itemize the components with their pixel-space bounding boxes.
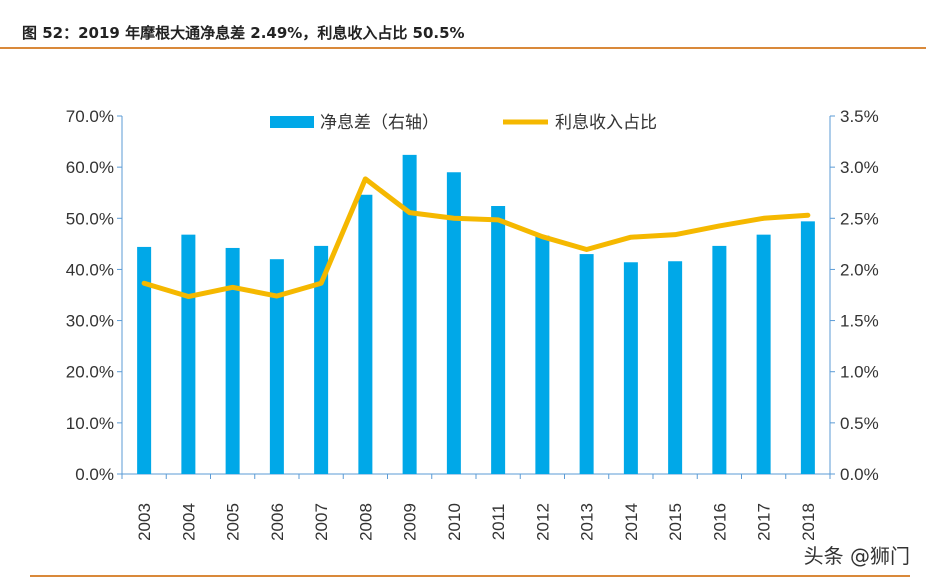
left-tick-label: 10.0% bbox=[66, 414, 114, 433]
x-tick-label: 2005 bbox=[224, 503, 243, 541]
legend-line-label: 利息收入占比 bbox=[555, 113, 657, 132]
watermark: 头条 @狮门 bbox=[803, 544, 910, 568]
x-tick-label: 2017 bbox=[755, 503, 774, 541]
right-tick-label: 3.5% bbox=[840, 107, 879, 126]
x-tick-label: 2007 bbox=[312, 503, 331, 541]
bar-2018 bbox=[800, 221, 815, 474]
x-tick-label: 2012 bbox=[533, 503, 552, 541]
bottom-divider bbox=[30, 575, 910, 577]
legend-bar-swatch bbox=[270, 116, 314, 128]
x-tick-label: 2016 bbox=[710, 503, 729, 541]
bar-2012 bbox=[535, 235, 550, 474]
bar-2010 bbox=[446, 172, 461, 474]
right-tick-label: 0.5% bbox=[840, 414, 879, 433]
right-tick-label: 0.0% bbox=[840, 465, 879, 484]
x-tick-label: 2009 bbox=[401, 503, 420, 541]
bar-2004 bbox=[181, 234, 196, 474]
x-tick-label: 2003 bbox=[135, 503, 154, 541]
line-series bbox=[141, 176, 811, 300]
right-tick-label: 1.5% bbox=[840, 312, 879, 331]
bar-2009 bbox=[402, 154, 417, 474]
left-tick-label: 50.0% bbox=[66, 209, 114, 228]
x-tick-label: 2015 bbox=[666, 503, 685, 541]
figure-title: 图 52：2019 年摩根大通净息差 2.49%，利息收入占比 50.5% bbox=[22, 24, 465, 42]
right-tick-label: 3.0% bbox=[840, 158, 879, 177]
x-tick-label: 2013 bbox=[578, 503, 597, 541]
right-tick-label: 2.5% bbox=[840, 209, 879, 228]
right-tick-label: 1.0% bbox=[840, 363, 879, 382]
x-tick-label: 2006 bbox=[268, 503, 287, 541]
x-tick-label: 2004 bbox=[179, 503, 198, 541]
bar-2007 bbox=[314, 245, 329, 474]
bar-2016 bbox=[712, 245, 727, 474]
left-tick-label: 40.0% bbox=[66, 260, 114, 279]
left-tick-label: 30.0% bbox=[66, 312, 114, 331]
x-tick-label: 2018 bbox=[799, 503, 818, 541]
legend-bar-label: 净息差（右轴） bbox=[320, 113, 439, 132]
left-tick-label: 0.0% bbox=[75, 465, 114, 484]
x-tick-label: 2010 bbox=[445, 503, 464, 541]
x-tick-label: 2008 bbox=[356, 503, 375, 541]
bar-2017 bbox=[756, 234, 771, 474]
bar-2011 bbox=[491, 206, 506, 475]
left-tick-label: 60.0% bbox=[66, 158, 114, 177]
bar-2005 bbox=[225, 247, 240, 474]
left-tick-label: 70.0% bbox=[66, 107, 114, 126]
x-tick-label: 2014 bbox=[622, 503, 641, 541]
bar-2008 bbox=[358, 194, 373, 474]
bar-2006 bbox=[269, 259, 284, 474]
right-tick-label: 2.0% bbox=[840, 260, 879, 279]
x-tick-label: 2011 bbox=[489, 504, 508, 541]
bar-2015 bbox=[668, 261, 683, 474]
bar-2013 bbox=[579, 254, 594, 474]
title-divider bbox=[0, 47, 926, 49]
left-tick-label: 20.0% bbox=[66, 363, 114, 382]
bar-2003 bbox=[137, 246, 152, 474]
bar-2014 bbox=[623, 262, 638, 474]
